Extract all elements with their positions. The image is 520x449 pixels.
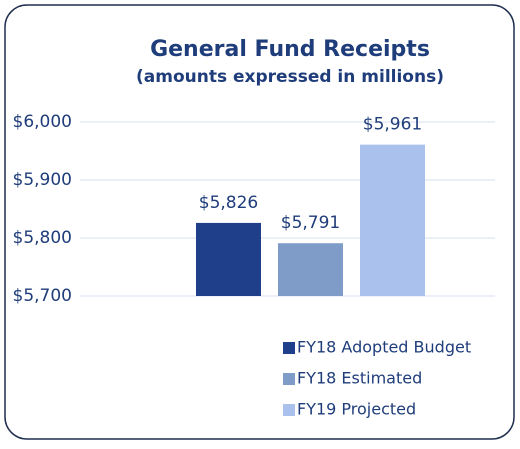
legend-label: FY19 Projected xyxy=(297,400,416,419)
legend-label: FY18 Adopted Budget xyxy=(297,338,471,357)
bar xyxy=(278,243,343,296)
y-tick-label: $6,000 xyxy=(13,112,72,132)
legend-swatch xyxy=(283,373,295,385)
value-label: $5,791 xyxy=(281,213,340,233)
chart-frame xyxy=(4,4,515,440)
bar xyxy=(196,222,261,296)
value-label: $5,961 xyxy=(363,115,422,135)
legend-swatch xyxy=(283,342,295,354)
y-tick-label: $5,800 xyxy=(13,228,72,248)
bar xyxy=(360,144,425,296)
chart-title: General Fund Receipts xyxy=(150,37,430,62)
chart-subtitle: (amounts expressed in millions) xyxy=(136,67,444,87)
legend-label: FY18 Estimated xyxy=(297,369,422,388)
legend-swatch xyxy=(283,404,295,416)
y-tick-label: $5,700 xyxy=(13,286,72,306)
y-tick-label: $5,900 xyxy=(13,170,72,190)
value-label: $5,826 xyxy=(199,193,258,213)
